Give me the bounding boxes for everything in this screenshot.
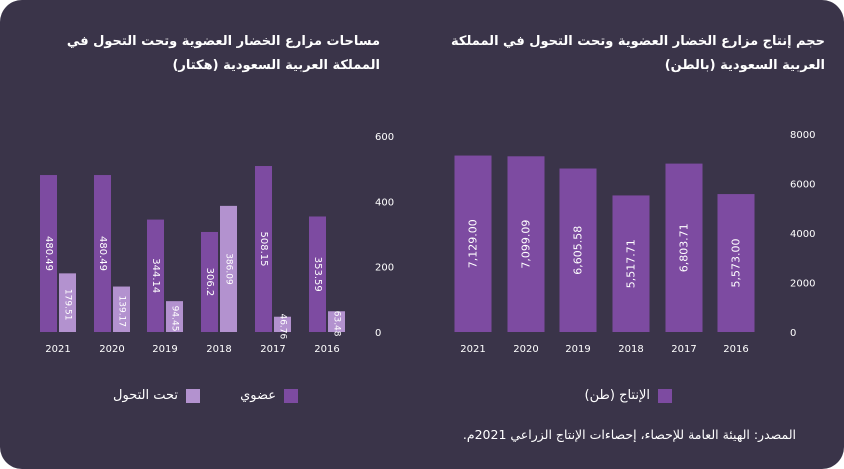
bar xyxy=(255,166,272,332)
bar-value-label: 7,129.00 xyxy=(467,219,480,268)
bar-value-label: 386.09 xyxy=(224,253,234,285)
y-tick-label: 0 xyxy=(790,328,796,339)
y-tick-label: 400 xyxy=(375,197,394,208)
legend-organic-label: عضوي xyxy=(240,388,276,403)
bar-value-label: 353.59 xyxy=(312,257,323,292)
bar xyxy=(559,168,597,332)
bar xyxy=(220,205,237,332)
legend-organic: عضوي xyxy=(240,388,298,403)
bar xyxy=(274,316,291,332)
x-tick-label: 2019 xyxy=(565,344,590,355)
y-tick-label: 6000 xyxy=(790,180,815,191)
bar xyxy=(201,231,218,332)
bar xyxy=(665,163,703,332)
x-tick-label: 2021 xyxy=(45,344,70,355)
legend-production-swatch xyxy=(658,388,672,403)
y-tick-label: 0 xyxy=(375,328,381,339)
x-tick-label: 2016 xyxy=(723,344,748,355)
source-note: المصدر: الهيئة العامة للإحصاء، إحصاءات ا… xyxy=(462,427,796,442)
bar-value-label: 5,517.71 xyxy=(625,239,638,288)
bar-value-label: 179.51 xyxy=(63,289,73,321)
y-tick-label: 200 xyxy=(375,263,394,274)
area-chart-title: مساحات مزارع الخضار العضوية وتحت التحول … xyxy=(66,34,380,73)
bar xyxy=(59,273,76,332)
bar xyxy=(40,175,57,332)
bar-value-label: 94.45 xyxy=(170,306,180,332)
bar-value-label: 6,803.71 xyxy=(678,223,691,272)
bar-value-label: 306.2 xyxy=(204,268,215,297)
bar-value-label: 480.49 xyxy=(43,236,54,271)
x-tick-label: 2020 xyxy=(99,344,124,355)
y-tick-label: 8000 xyxy=(790,130,815,141)
bar-value-label: 344.14 xyxy=(150,258,161,293)
y-tick-label: 600 xyxy=(375,132,394,143)
bar-value-label: 5,573.00 xyxy=(730,239,743,288)
production-chart: 0 2000 4000 6000 8000 2021 2020 2019 2018 2017 201… xyxy=(454,130,815,355)
production-chart-title: حجم إنتاج مزارع الخضار العضوية وتحت التح… xyxy=(451,34,825,73)
legend-transition-swatch xyxy=(186,388,200,403)
x-tick-label: 2017 xyxy=(671,344,696,355)
bar xyxy=(113,286,130,332)
bar xyxy=(147,219,164,332)
bar xyxy=(717,194,755,332)
legend-transition: تحت التحول xyxy=(113,388,200,403)
bar-value-label: 7,099.09 xyxy=(520,220,533,269)
bar-value-label: 139.17 xyxy=(117,296,127,328)
bar xyxy=(507,156,545,332)
bar-value-label: 480.49 xyxy=(97,236,108,271)
y-tick-label: 2000 xyxy=(790,279,815,290)
x-tick-label: 2018 xyxy=(618,344,643,355)
bar xyxy=(94,175,111,332)
bar xyxy=(454,155,492,332)
bar xyxy=(328,311,345,332)
legend-production-label: الإنتاج (طن) xyxy=(584,388,650,403)
x-tick-label: 2018 xyxy=(206,344,231,355)
y-tick-label: 4000 xyxy=(790,229,815,240)
legend-organic-swatch xyxy=(284,388,298,403)
bar-value-label: 46.76 xyxy=(278,313,288,339)
x-tick-label: 2016 xyxy=(314,344,339,355)
bar xyxy=(166,301,183,332)
legend-production: الإنتاج (طن) xyxy=(585,388,672,403)
x-tick-label: 2019 xyxy=(152,344,177,355)
bar-value-label: 63.48 xyxy=(332,311,342,337)
bar-value-label: 6,605.58 xyxy=(572,226,585,275)
bar-value-label: 508.15 xyxy=(258,232,269,267)
x-tick-label: 2021 xyxy=(460,344,485,355)
area-chart: 0 200 400 600 2021 2020 2019 2018 2017 2016 480.49… xyxy=(40,132,394,355)
legend-transition-label: تحت التحول xyxy=(113,388,178,403)
x-tick-label: 2020 xyxy=(513,344,538,355)
bar xyxy=(612,195,650,332)
bar xyxy=(309,216,326,332)
x-tick-label: 2017 xyxy=(260,344,285,355)
